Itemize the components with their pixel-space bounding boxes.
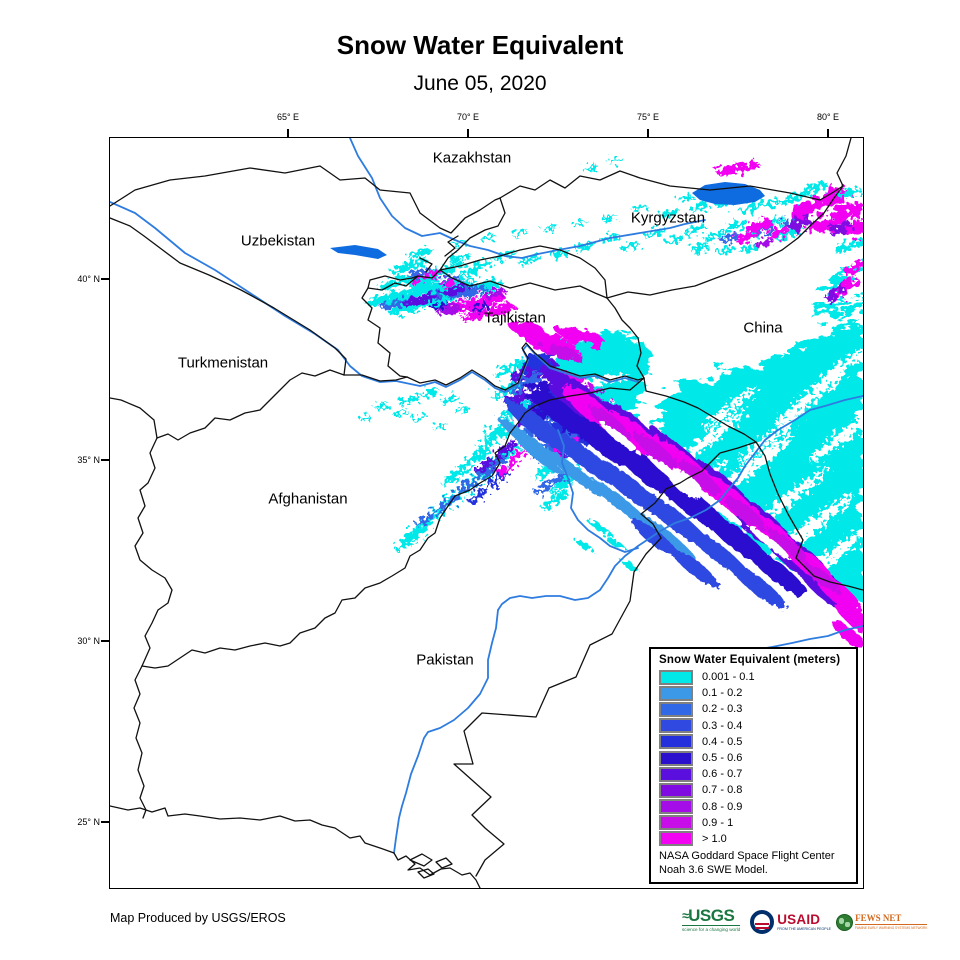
legend-label-1: 0.1 - 0.2: [702, 687, 743, 700]
legend-swatch-6: [659, 766, 693, 782]
legend-label-10: > 1.0: [702, 832, 727, 845]
legend-label-3: 0.3 - 0.4: [702, 719, 743, 732]
legend-row-10: > 1.0: [659, 831, 856, 847]
legend-row-6: 0.6 - 0.7: [659, 766, 856, 782]
legend-swatch-4: [659, 734, 693, 750]
logo-row: ≈USGS science for a changing world NASA …: [682, 905, 928, 939]
map-frame: 65° E 70° E 75° E 80° E 40° N 35° N 30° N 25° …: [77, 112, 864, 889]
legend-swatch-9: [659, 815, 693, 831]
legend-swatch-8: [659, 799, 693, 815]
usgs-wave-icon: ≈: [682, 908, 689, 923]
map-credit: Map Produced by USGS/EROS: [110, 911, 286, 925]
x-tick-label-0: 65° E: [276, 112, 300, 122]
country-label-kazakhstan: Kazakhstan: [432, 149, 512, 167]
legend-swatch-5: [659, 750, 693, 766]
y-tick-mark-1: [101, 459, 110, 461]
snow-hindukush-chains: [395, 426, 587, 551]
y-tick-label-0: 40° N: [77, 274, 100, 284]
legend-source-line2: Noah 3.6 SWE Model.: [659, 864, 768, 877]
legend-swatch-3: [659, 718, 693, 734]
x-tick-label-2: 75° E: [636, 112, 660, 122]
usaid-logo-text: USAID: [777, 912, 821, 927]
usgs-logo: ≈ USGS science for a changing world: [682, 906, 741, 937]
page-title: Snow Water Equivalent: [336, 30, 624, 60]
x-tick-mark-1: [467, 129, 469, 138]
legend-label-0: 0.001 - 0.1: [702, 671, 755, 684]
country-label-uzbekistan: Uzbekistan: [240, 232, 316, 250]
legend-row-0: 0.001 - 0.1: [659, 669, 856, 685]
x-tick-mark-3: [827, 129, 829, 138]
legend-label-4: 0.4 - 0.5: [702, 735, 743, 748]
legend-row-2: 0.2 - 0.3: [659, 701, 856, 717]
snow-gissar-band: [365, 266, 516, 322]
y-tick-label-1: 35° N: [77, 455, 100, 465]
x-tick-mark-2: [647, 129, 649, 138]
legend-row-4: 0.4 - 0.5: [659, 734, 856, 750]
fews-globe-icon: [836, 913, 854, 931]
country-label-china: China: [743, 319, 783, 337]
country-label-afghanistan: Afghanistan: [268, 490, 348, 508]
map-canvas: [110, 138, 863, 888]
legend-label-5: 0.5 - 0.6: [702, 752, 743, 765]
snow-karakoram-belt: [498, 371, 863, 651]
fews-net-logo-text: FEWS NET: [855, 913, 902, 924]
snow-afghan-specks: [359, 388, 639, 572]
legend-label-8: 0.8 - 0.9: [702, 800, 743, 813]
country-borders: [110, 138, 863, 888]
legend-swatch-0: [659, 669, 693, 685]
legend-row-1: 0.1 - 0.2: [659, 685, 856, 701]
page-subtitle: June 05, 2020: [413, 72, 547, 95]
country-label-turkmenistan: Turkmenistan: [177, 354, 269, 372]
x-tick-mark-0: [287, 129, 289, 138]
x-tick-label-1: 70° E: [456, 112, 480, 122]
legend-label-7: 0.7 - 0.8: [702, 784, 743, 797]
legend-row-5: 0.5 - 0.6: [659, 750, 856, 766]
legend-label-2: 0.2 - 0.3: [702, 703, 743, 716]
legend-label-6: 0.6 - 0.7: [702, 768, 743, 781]
usaid-seal-icon: [750, 910, 775, 934]
y-tick-mark-0: [101, 278, 110, 280]
lake-aydar: [330, 245, 387, 259]
fews-net-tagline: FAMINE EARLY WARNING SYSTEMS NETWORK: [855, 924, 928, 930]
snow-corner-fringe: [779, 181, 863, 254]
country-label-pakistan: Pakistan: [416, 651, 474, 669]
x-tick-label-3: 80° E: [816, 112, 840, 122]
y-tick-label-3: 25° N: [77, 817, 100, 827]
legend-row-8: 0.8 - 0.9: [659, 799, 856, 815]
y-tick-mark-3: [101, 821, 110, 823]
usaid-tagline: FROM THE AMERICAN PEOPLE: [777, 927, 832, 931]
y-tick-label-2: 30° N: [77, 636, 100, 646]
legend-title: Snow Water Equivalent (meters): [659, 654, 841, 666]
legend: Snow Water Equivalent (meters) 0.001 - 0…: [649, 647, 858, 884]
legend-swatch-7: [659, 782, 693, 798]
legend-source-line1: NASA Goddard Space Flight Center: [659, 850, 835, 863]
legend-swatch-10: [659, 831, 693, 847]
snow-corner-cluster: [786, 187, 863, 302]
legend-label-9: 0.9 - 1: [702, 816, 734, 829]
usaid-logo: USAID FROM THE AMERICAN PEOPLE: [750, 910, 831, 934]
legend-row-7: 0.7 - 0.8: [659, 782, 856, 798]
legend-swatch-2: [659, 701, 693, 717]
country-label-kyrgyzstan: Kyrgyzstan: [630, 209, 706, 227]
legend-row-9: 0.9 - 1: [659, 815, 856, 831]
legend-row-3: 0.3 - 0.4: [659, 718, 856, 734]
fews-net-logo: FEWS NET FAMINE EARLY WARNING SYSTEMS NE…: [836, 913, 928, 931]
legend-swatch-1: [659, 685, 693, 701]
lake-issyk-kul: [692, 182, 765, 205]
country-label-tajikistan: Tajikistan: [484, 309, 546, 327]
y-tick-mark-2: [101, 640, 110, 642]
usgs-logo-text: USGS: [688, 906, 735, 925]
usgs-tagline: science for a changing world: [682, 925, 741, 932]
snow-tienshan-speckles: [378, 156, 806, 291]
legend-rows: 0.001 - 0.1 0.1 - 0.2 0.2 - 0.3 0.3 - 0.4 0.…: [659, 669, 856, 847]
